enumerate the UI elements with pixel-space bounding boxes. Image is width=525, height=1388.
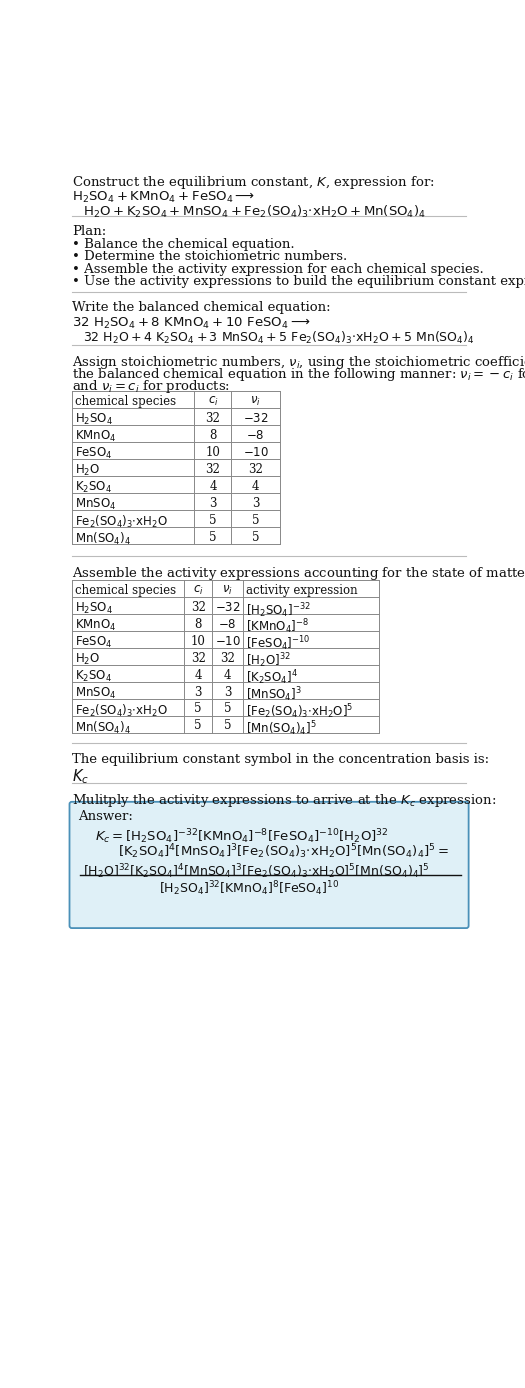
Text: $-10$: $-10$ <box>215 634 240 648</box>
Text: 3: 3 <box>194 686 202 698</box>
Text: chemical species: chemical species <box>75 396 176 408</box>
Text: 5: 5 <box>209 514 217 527</box>
Text: $\mathrm{H_2O}$: $\mathrm{H_2O}$ <box>75 464 100 477</box>
Text: $[\mathrm{K_2SO_4}]^{4}[\mathrm{MnSO_4}]^{3}[\mathrm{Fe_2(SO_4)_3{\cdot}xH_2O}]^: $[\mathrm{K_2SO_4}]^{4}[\mathrm{MnSO_4}]… <box>118 843 449 861</box>
Text: 5: 5 <box>252 514 259 527</box>
Text: 5: 5 <box>194 719 202 733</box>
Text: $c_i$: $c_i$ <box>193 584 204 597</box>
Text: 5: 5 <box>224 702 232 715</box>
Text: $[\mathrm{MnSO_4}]^{3}$: $[\mathrm{MnSO_4}]^{3}$ <box>246 686 302 704</box>
Text: $\mathrm{Fe_2(SO_4)_3{\cdot}xH_2O}$: $\mathrm{Fe_2(SO_4)_3{\cdot}xH_2O}$ <box>75 702 168 719</box>
Text: $-8$: $-8$ <box>246 429 265 443</box>
Text: Construct the equilibrium constant, $K$, expression for:: Construct the equilibrium constant, $K$,… <box>72 175 435 192</box>
Text: The equilibrium constant symbol in the concentration basis is:: The equilibrium constant symbol in the c… <box>72 752 489 766</box>
Text: $[\mathrm{K_2SO_4}]^{4}$: $[\mathrm{K_2SO_4}]^{4}$ <box>246 669 298 687</box>
Text: • Determine the stoichiometric numbers.: • Determine the stoichiometric numbers. <box>72 250 347 264</box>
Text: $\mathrm{MnSO_4}$: $\mathrm{MnSO_4}$ <box>75 497 116 512</box>
Text: 4: 4 <box>252 480 259 493</box>
Text: $\nu_i$: $\nu_i$ <box>222 584 233 597</box>
Text: $[\mathrm{Fe_2(SO_4)_3{\cdot}xH_2O}]^{5}$: $[\mathrm{Fe_2(SO_4)_3{\cdot}xH_2O}]^{5}… <box>246 702 353 722</box>
Text: $[\mathrm{H_2SO_4}]^{-32}$: $[\mathrm{H_2SO_4}]^{-32}$ <box>246 601 311 619</box>
Text: 4: 4 <box>224 669 232 682</box>
Text: $[\mathrm{FeSO_4}]^{-10}$: $[\mathrm{FeSO_4}]^{-10}$ <box>246 634 311 654</box>
Text: 32: 32 <box>248 464 263 476</box>
Text: Assign stoichiometric numbers, $\nu_i$, using the stoichiometric coefficients, $: Assign stoichiometric numbers, $\nu_i$, … <box>72 354 525 372</box>
Text: 32: 32 <box>220 651 235 665</box>
Text: $\nu_i$: $\nu_i$ <box>250 396 261 408</box>
Text: 32: 32 <box>205 412 220 425</box>
Text: $[\mathrm{Mn(SO_4)_4}]^{5}$: $[\mathrm{Mn(SO_4)_4}]^{5}$ <box>246 719 317 738</box>
Text: $\mathrm{H_2SO_4}$: $\mathrm{H_2SO_4}$ <box>75 412 113 428</box>
Text: Mulitply the activity expressions to arrive at the $K_c$ expression:: Mulitply the activity expressions to arr… <box>72 791 496 809</box>
Text: $[\mathrm{H_2O}]^{32}[\mathrm{K_2SO_4}]^{4}[\mathrm{MnSO_4}]^{3}[\mathrm{Fe_2(SO: $[\mathrm{H_2O}]^{32}[\mathrm{K_2SO_4}]^… <box>82 862 429 880</box>
Text: Answer:: Answer: <box>78 811 133 823</box>
FancyBboxPatch shape <box>69 802 469 929</box>
Text: 3: 3 <box>224 686 232 698</box>
Text: 4: 4 <box>209 480 217 493</box>
Text: $\mathrm{H_2O + K_2SO_4 + MnSO_4 + Fe_2(SO_4)_3{\cdot}xH_2O + Mn(SO_4)_4}$: $\mathrm{H_2O + K_2SO_4 + MnSO_4 + Fe_2(… <box>82 204 426 219</box>
Text: 32: 32 <box>205 464 220 476</box>
Text: $-32$: $-32$ <box>215 601 240 613</box>
Text: $-32$: $-32$ <box>243 412 268 425</box>
Text: Write the balanced chemical equation:: Write the balanced chemical equation: <box>72 301 330 314</box>
Text: 32: 32 <box>191 651 206 665</box>
Text: $\mathrm{32\ H_2SO_4 + 8\ KMnO_4 + 10\ FeSO_4 \longrightarrow}$: $\mathrm{32\ H_2SO_4 + 8\ KMnO_4 + 10\ F… <box>72 316 310 332</box>
Text: 8: 8 <box>194 618 202 630</box>
Text: $\mathrm{H_2SO_4 + KMnO_4 + FeSO_4 \longrightarrow}$: $\mathrm{H_2SO_4 + KMnO_4 + FeSO_4 \long… <box>72 190 255 205</box>
Text: the balanced chemical equation in the following manner: $\nu_i = -c_i$ for react: the balanced chemical equation in the fo… <box>72 366 525 383</box>
Text: $[\mathrm{KMnO_4}]^{-8}$: $[\mathrm{KMnO_4}]^{-8}$ <box>246 618 309 637</box>
Text: $K_c$: $K_c$ <box>72 768 89 786</box>
Text: $\mathrm{Mn(SO_4)_4}$: $\mathrm{Mn(SO_4)_4}$ <box>75 719 131 736</box>
Text: • Assemble the activity expression for each chemical species.: • Assemble the activity expression for e… <box>72 262 484 276</box>
Text: $-8$: $-8$ <box>218 618 237 630</box>
Text: 3: 3 <box>209 497 217 509</box>
Text: $\mathrm{K_2SO_4}$: $\mathrm{K_2SO_4}$ <box>75 669 112 684</box>
Text: $[\mathrm{H_2SO_4}]^{32}[\mathrm{KMnO_4}]^{8}[\mathrm{FeSO_4}]^{10}$: $[\mathrm{H_2SO_4}]^{32}[\mathrm{KMnO_4}… <box>159 880 339 898</box>
Text: $[\mathrm{H_2O}]^{32}$: $[\mathrm{H_2O}]^{32}$ <box>246 651 291 670</box>
Text: $-10$: $-10$ <box>243 446 268 459</box>
Text: • Balance the chemical equation.: • Balance the chemical equation. <box>72 239 295 251</box>
Text: Plan:: Plan: <box>72 225 106 239</box>
Text: 3: 3 <box>252 497 259 509</box>
Text: $\mathrm{KMnO_4}$: $\mathrm{KMnO_4}$ <box>75 429 117 444</box>
Text: $\mathrm{KMnO_4}$: $\mathrm{KMnO_4}$ <box>75 618 117 633</box>
Text: $\mathrm{Mn(SO_4)_4}$: $\mathrm{Mn(SO_4)_4}$ <box>75 530 131 547</box>
Text: $\mathrm{K_2SO_4}$: $\mathrm{K_2SO_4}$ <box>75 480 112 496</box>
Text: $c_i$: $c_i$ <box>207 396 218 408</box>
Text: $\mathrm{H_2O}$: $\mathrm{H_2O}$ <box>75 651 100 666</box>
Text: $\mathrm{H_2SO_4}$: $\mathrm{H_2SO_4}$ <box>75 601 113 616</box>
Text: Assemble the activity expressions accounting for the state of matter and $\nu_i$: Assemble the activity expressions accoun… <box>72 565 525 583</box>
Text: chemical species: chemical species <box>75 584 176 597</box>
Text: 10: 10 <box>205 446 220 459</box>
Text: 5: 5 <box>224 719 232 733</box>
Text: 10: 10 <box>191 634 206 648</box>
Text: $\mathrm{Fe_2(SO_4)_3{\cdot}xH_2O}$: $\mathrm{Fe_2(SO_4)_3{\cdot}xH_2O}$ <box>75 514 168 530</box>
Text: $\mathrm{32\ H_2O + 4\ K_2SO_4 + 3\ MnSO_4 + 5\ Fe_2(SO_4)_3{\cdot}xH_2O + 5\ Mn: $\mathrm{32\ H_2O + 4\ K_2SO_4 + 3\ MnSO… <box>82 330 475 346</box>
Text: activity expression: activity expression <box>246 584 358 597</box>
Text: • Use the activity expressions to build the equilibrium constant expression.: • Use the activity expressions to build … <box>72 275 525 289</box>
Text: $\mathrm{MnSO_4}$: $\mathrm{MnSO_4}$ <box>75 686 116 701</box>
Text: 8: 8 <box>209 429 216 443</box>
Text: $\mathrm{FeSO_4}$: $\mathrm{FeSO_4}$ <box>75 446 112 461</box>
Text: 5: 5 <box>252 530 259 544</box>
Text: 32: 32 <box>191 601 206 613</box>
Text: 4: 4 <box>194 669 202 682</box>
Text: and $\nu_i = c_i$ for products:: and $\nu_i = c_i$ for products: <box>72 378 230 394</box>
Text: $K_c = [\mathrm{H_2SO_4}]^{-32}[\mathrm{KMnO_4}]^{-8}[\mathrm{FeSO_4}]^{-10}[\ma: $K_c = [\mathrm{H_2SO_4}]^{-32}[\mathrm{… <box>95 827 388 845</box>
Text: 5: 5 <box>194 702 202 715</box>
Text: 5: 5 <box>209 530 217 544</box>
Text: $\mathrm{FeSO_4}$: $\mathrm{FeSO_4}$ <box>75 634 112 650</box>
